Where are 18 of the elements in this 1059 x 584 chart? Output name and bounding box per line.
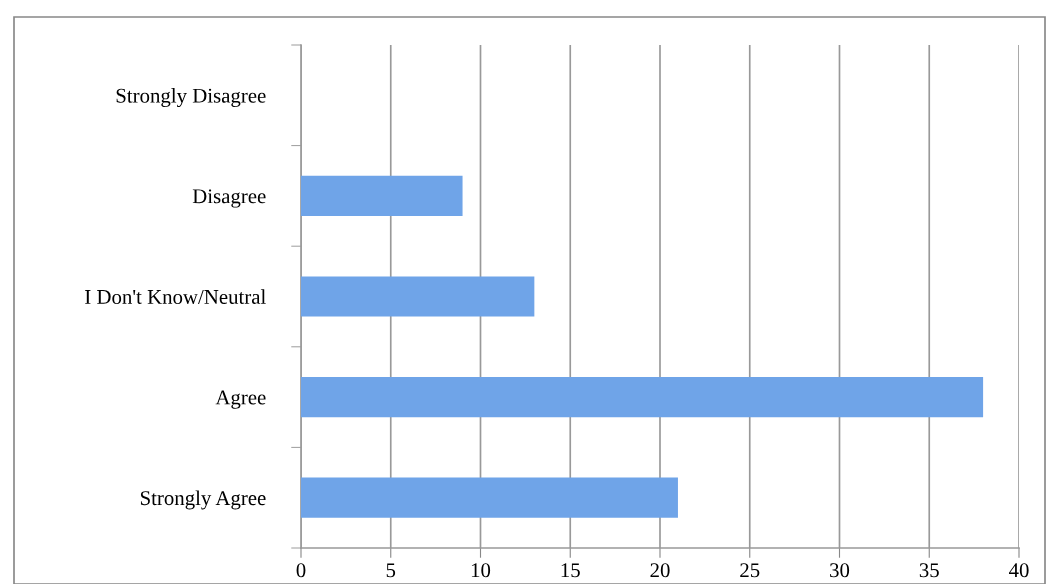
x-tick-label: 15 — [561, 563, 580, 578]
x-tick-label: 25 — [740, 563, 760, 578]
y-tick-label: Strongly Disagree — [116, 88, 266, 108]
x-tick-label: 20 — [650, 563, 670, 578]
y-tick-label: I Don't Know/Neutral — [85, 289, 266, 304]
x-tick-label: 30 — [830, 563, 850, 578]
bar — [301, 477, 678, 518]
x-tick-label: 5 — [386, 563, 396, 578]
bar — [301, 376, 984, 418]
x-tick-label: 40 — [1008, 563, 1029, 578]
x-tick-label: 35 — [919, 563, 939, 578]
x-tick-label: 10 — [471, 563, 491, 578]
y-tick-label: Agree — [215, 390, 266, 409]
bar — [301, 175, 463, 217]
x-tick-label: 0 — [296, 563, 306, 578]
y-tick-label: Disagree — [192, 189, 266, 208]
y-tick-label: Strongly Agree — [140, 490, 266, 510]
bar — [301, 276, 535, 317]
